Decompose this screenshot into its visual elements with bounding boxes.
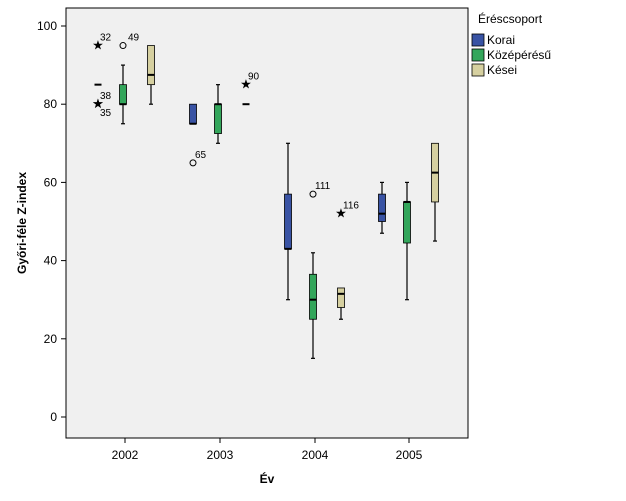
y-tick-label: 100: [37, 19, 57, 33]
outlier-star: ★: [92, 38, 104, 53]
box-Középérésű-2005: [403, 181, 411, 301]
outlier-star: ★: [335, 206, 347, 221]
legend-swatch: [471, 63, 485, 77]
box-body: [284, 193, 292, 250]
y-tick-label: 40: [44, 254, 58, 268]
box-body: [403, 201, 411, 244]
y-tick-label: 80: [44, 97, 58, 111]
legend-label: Korai: [487, 33, 515, 47]
y-tick-label: 60: [44, 175, 58, 189]
box-Középérésű-2004: [309, 252, 317, 359]
outlier-circle: [189, 159, 197, 167]
outlier-label: 32: [100, 33, 112, 44]
outlier-star: ★: [92, 96, 104, 111]
outlier-label: 35: [100, 108, 112, 119]
x-axis-title: Év: [260, 471, 275, 486]
legend-label: Kései: [487, 63, 517, 77]
box-body: [189, 103, 197, 125]
plot-background: [65, 7, 469, 439]
box-Középérésű-2003: [214, 84, 222, 144]
outlier-label: 111: [315, 181, 331, 192]
x-axis: 2002 2003 2004 2005: [112, 438, 423, 462]
box-body: [119, 84, 127, 105]
x-tick-label: 2004: [302, 448, 329, 462]
box-body: [147, 45, 155, 86]
box-Kései-2004: [337, 287, 345, 320]
y-tick-label: 0: [50, 410, 57, 424]
outlier-label: 38: [100, 91, 112, 102]
box-Kései-2005: [431, 142, 439, 242]
box-Korai-2004: [284, 142, 292, 301]
outlier-star: ★: [92, 96, 104, 111]
outlier-label: 90: [248, 72, 260, 83]
legend-title: Éréscsoport: [478, 11, 543, 26]
outlier-star: ★: [240, 77, 252, 92]
y-axis-title: Győri-féle Z-index: [15, 172, 29, 274]
box-Középérésű-2002: [119, 64, 127, 125]
box-Korai-2003: [189, 103, 197, 125]
x-tick-label: 2003: [207, 448, 234, 462]
outlier-circle: [309, 190, 317, 198]
legend-label: Középérésű: [487, 48, 551, 62]
boxes: [94, 45, 439, 359]
box-body: [309, 273, 317, 320]
y-axis: 0 20 40 60 80 100: [37, 19, 66, 424]
legend-swatch: [471, 48, 485, 62]
box-body: [214, 103, 222, 134]
box-body: [378, 193, 386, 222]
x-tick-label: 2005: [396, 448, 423, 462]
outlier-circle: [119, 42, 127, 50]
legend-swatch: [471, 33, 485, 47]
outlier-label: 116: [343, 201, 359, 212]
outlier-label: 49: [128, 33, 140, 44]
y-tick-label: 20: [44, 332, 58, 346]
box-body: [337, 287, 345, 308]
box-Korai-2005: [378, 181, 386, 234]
box-Kései-2002: [147, 45, 155, 105]
outlier-label: 65: [195, 150, 207, 161]
x-tick-label: 2002: [112, 448, 139, 462]
